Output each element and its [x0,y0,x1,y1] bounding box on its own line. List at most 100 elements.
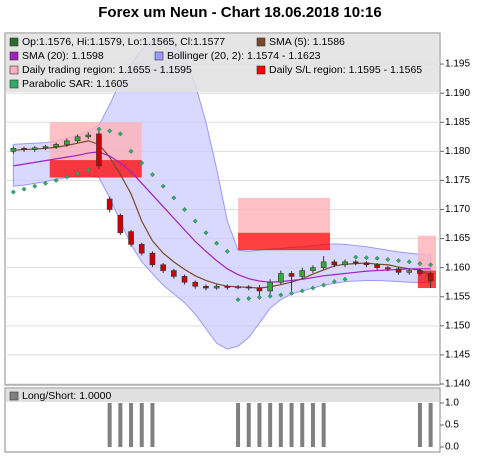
bar [150,403,155,447]
region [49,122,142,161]
bar [246,403,251,447]
candle-body [10,148,17,152]
candle-body [299,270,306,277]
sar-dot [267,293,273,299]
sar-dot [428,262,434,268]
candle-body [21,148,27,150]
sar-dot [278,292,284,298]
sar-dot [396,258,402,264]
y-tick-label: 1.150 [445,320,470,331]
y-tick-label: 1.170 [445,204,470,215]
candle-body [203,285,209,289]
sar-dot [10,189,16,195]
bar [236,403,241,447]
sar-dot [192,218,198,224]
legend-swatch [9,65,19,75]
sar-dot [214,240,220,246]
candle-body [224,285,231,288]
legend-label: SMA (20): 1.1598 [22,50,104,62]
bar [321,403,326,447]
region [238,197,331,233]
legend-label: Bollinger (20, 2): 1.1574 - 1.1623 [167,50,321,62]
sar-dot [128,148,134,154]
legend-label: Long/Short: 1.0000 [22,390,111,402]
y-tick-label: 1.180 [445,146,470,157]
candle-body [181,276,188,283]
y-tick-label: 1.185 [445,117,470,128]
sar-dot [321,282,327,288]
bar [257,403,262,447]
candle-body [256,287,263,292]
candle-body [42,146,49,149]
sar-dot [224,248,230,254]
legend-label: Daily S/L region: 1.1595 - 1.1565 [269,64,422,76]
y-tick-label: 0.0 [445,442,459,453]
bar [139,403,144,447]
candle-body [74,136,81,142]
sar-dot [160,183,166,189]
sar-dot [117,131,123,137]
sar-dot [32,183,38,189]
sar-dot [64,174,70,180]
y-tick-label: 1.160 [445,262,470,273]
candle-body [160,264,166,271]
candle-body [352,261,359,264]
sar-dot [107,128,113,134]
bar [289,403,294,447]
y-tick-label: 1.165 [445,233,470,244]
sar-dot [310,285,316,291]
candle-body [96,133,102,167]
legend-swatch [9,79,19,89]
candle-body [331,261,338,266]
legend-label: Parabolic SAR: 1.1605 [22,78,128,90]
sar-dot [299,288,305,294]
candle-body [64,140,70,145]
candle-body [235,286,241,289]
y-tick-label: 1.175 [445,175,470,186]
y-tick-label: 1.195 [445,59,470,70]
legend-swatch [9,391,19,401]
candle-body [288,273,295,277]
bar [417,403,422,447]
y-tick-label: 1.190 [445,88,470,99]
candle-body [342,261,348,266]
sar-dot [353,254,359,260]
candle-body [406,270,413,273]
bar [268,403,273,447]
sar-dot [246,296,252,301]
candle-body [363,262,370,266]
candle-body [138,244,145,254]
legend-box [6,389,439,402]
legend-label: Op:1.1576, Hi:1.1579, Lo:1.1565, Cl:1.15… [22,36,225,48]
sar-dot [21,186,27,192]
bar [129,403,134,447]
sar-dot [374,255,380,261]
bar [428,403,433,447]
bar [300,403,305,447]
bar [118,403,123,447]
region [49,160,142,178]
sar-dot [96,126,102,132]
chart-title: Forex um Neun - Chart 18.06.2018 10:16 [98,4,381,21]
sar-dot [235,297,241,303]
candle-body [278,273,284,283]
sar-dot [331,279,337,285]
sar-dot [149,172,155,178]
candle-body [245,286,252,289]
legend-box [6,34,439,92]
candle-body [417,270,423,274]
y-tick-label: 1.140 [445,379,470,390]
bar [278,403,283,447]
candle-body [427,273,434,282]
candle-body [374,264,380,268]
sar-dot [342,276,348,282]
line-series [13,151,431,283]
candle-body [395,268,402,273]
candle-body [385,267,391,270]
candle-body [106,198,113,210]
legend-swatch [9,37,19,47]
legend-swatch [256,65,266,75]
sar-dot [385,257,391,263]
